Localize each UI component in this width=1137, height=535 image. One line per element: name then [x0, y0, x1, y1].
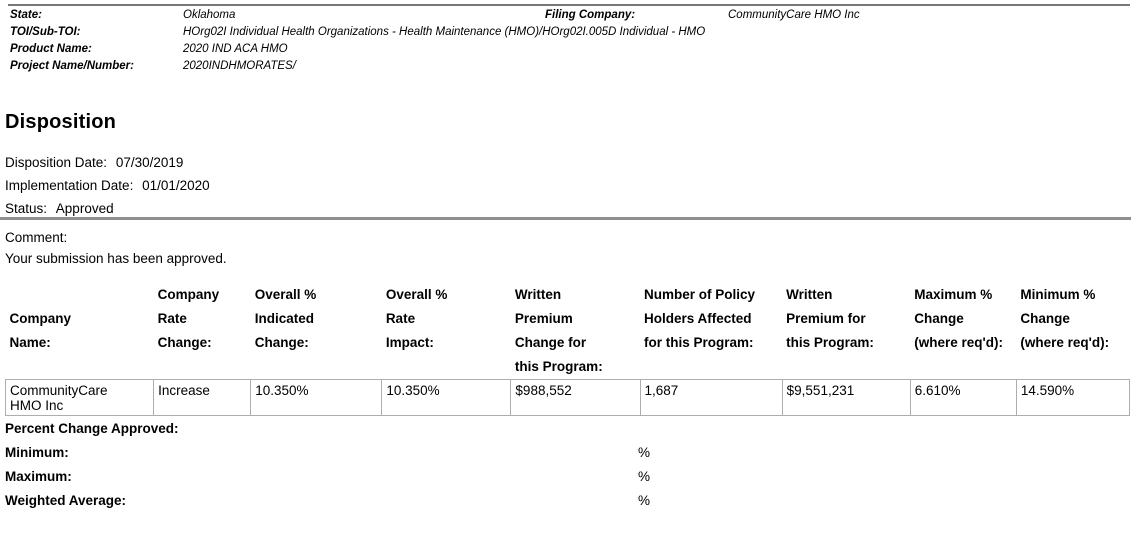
comment-section: Comment: Your submission has been approv… [5, 227, 227, 269]
cell-indicated-change: 10.350% [250, 379, 383, 416]
state-label: State: [10, 9, 42, 21]
col-header-written-premium-change: Written Premium Change for this Program: [514, 287, 603, 374]
disposition-fields: Disposition Date: 07/30/2019 Implementat… [5, 151, 210, 220]
disposition-date-label: Disposition Date: [5, 155, 108, 170]
product-name-value: 2020 IND ACA HMO [183, 43, 288, 55]
weighted-average-percent-symbol: % [638, 493, 651, 508]
toi-label: TOI/Sub-TOI: [10, 26, 81, 38]
col-header-overall-rate-impact: Overall % Rate Impact: [385, 287, 448, 350]
implementation-date-value: 01/01/2020 [142, 178, 210, 193]
product-name-label: Product Name: [10, 43, 92, 55]
col-header-maximum-percent-change: Maximum % Change (where req'd): [914, 287, 1003, 350]
disposition-date-row: Disposition Date: 07/30/2019 [5, 151, 210, 174]
status-value: Approved [55, 201, 114, 216]
filing-company-label: Filing Company: [545, 9, 636, 21]
cell-written-premium-change: $988,552 [510, 379, 641, 416]
meta-row-toi: TOI/Sub-TOI: HOrg02I Individual Health O… [10, 24, 1130, 41]
comment-label: Comment: [5, 230, 68, 245]
toi-value: HOrg02I Individual Health Organizations … [183, 26, 706, 38]
col-header-written-premium-for-program: Written Premium for this Program: [786, 287, 874, 350]
page-title: Disposition [5, 111, 117, 133]
col-header-company-rate-change: Company Rate Change: [157, 287, 220, 350]
weighted-average-label: Weighted Average: [5, 493, 127, 508]
cell-minimum-change: 14.590% [1015, 379, 1131, 416]
top-divider [8, 4, 1130, 6]
implementation-date-row: Implementation Date: 01/01/2020 [5, 174, 210, 197]
implementation-date-label: Implementation Date: [5, 178, 134, 193]
comment-text: Your submission has been approved. [5, 251, 227, 266]
state-value: Oklahoma [183, 9, 236, 21]
project-name-value: 2020INDHMORATES/ [183, 60, 296, 72]
cell-written-premium: $9,551,231 [781, 379, 911, 416]
meta-row-product: Product Name: 2020 IND ACA HMO [10, 41, 1130, 58]
disposition-date-value: 07/30/2019 [115, 155, 184, 170]
rate-table-header-row: Company Name: Company Rate Change: Overa… [6, 283, 1130, 380]
filing-company-value: CommunityCare HMO Inc [728, 9, 860, 21]
minimum-row: Minimum: % [5, 441, 705, 465]
col-header-policy-holders-affected: Number of Policy Holders Affected for th… [644, 287, 756, 350]
maximum-row: Maximum: % [5, 465, 705, 489]
maximum-label: Maximum: [5, 469, 72, 484]
maximum-percent-symbol: % [638, 469, 651, 484]
percent-change-approved-title: Percent Change Approved: [5, 421, 179, 436]
filing-meta: State: Oklahoma Filing Company: Communit… [10, 7, 1130, 75]
cell-rate-change: Increase [153, 379, 252, 416]
col-header-company-name: Company Name: [9, 311, 72, 350]
status-label: Status: [5, 201, 48, 216]
minimum-percent-symbol: % [638, 445, 651, 460]
col-header-minimum-percent-change: Minimum % Change (where req'd): [1020, 287, 1110, 350]
meta-row-state: State: Oklahoma Filing Company: Communit… [10, 7, 1130, 24]
weighted-average-row: Weighted Average: % [5, 489, 705, 513]
cell-company-name: CommunityCare HMO Inc [4, 379, 155, 416]
col-header-overall-indicated-change: Overall % Indicated Change: [254, 287, 317, 350]
cell-rate-impact: 10.350% [381, 379, 512, 416]
table-row: CommunityCare HMO Inc Increase 10.350% 1… [4, 379, 1131, 416]
cell-policy-holders: 1,687 [639, 379, 783, 416]
minimum-label: Minimum: [5, 445, 69, 460]
project-name-label: Project Name/Number: [10, 60, 134, 72]
meta-row-project: Project Name/Number: 2020INDHMORATES/ [10, 58, 1130, 75]
percent-change-approved-section: Percent Change Approved: Minimum: % Maxi… [5, 417, 705, 513]
status-divider [0, 217, 1131, 220]
rate-table: Company Name: Company Rate Change: Overa… [4, 283, 1131, 416]
cell-maximum-change: 6.610% [909, 379, 1017, 416]
status-row: Status: Approved [5, 197, 210, 220]
